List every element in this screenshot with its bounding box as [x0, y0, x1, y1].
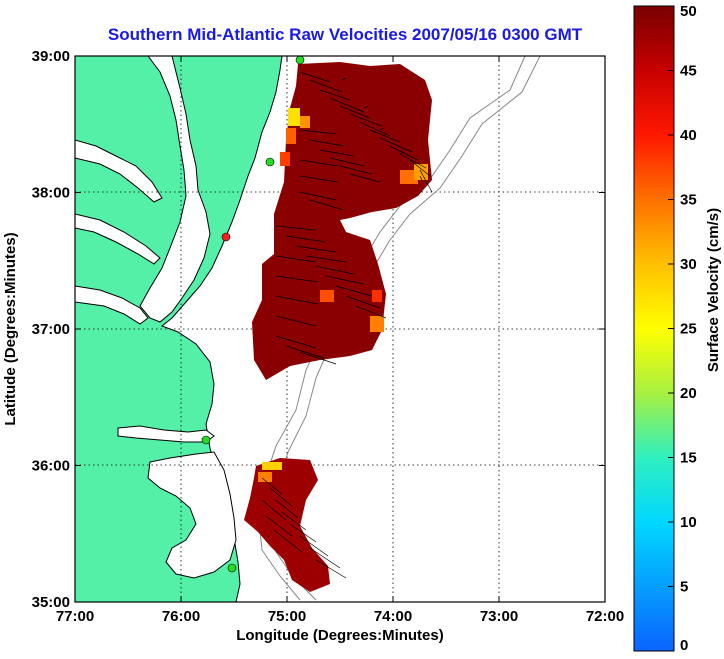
station-marker — [265, 157, 275, 167]
y-axis-ticks: 39:00 38:00 37:00 36:00 35:00 — [32, 48, 605, 611]
x-tick-label: 76:00 — [162, 608, 200, 625]
colorbar-tick-label: 5 — [680, 579, 688, 596]
x-tick-label: 73:00 — [480, 608, 518, 625]
colorbar-tick-label: 25 — [680, 321, 697, 338]
radar-stations — [201, 56, 305, 573]
colorbar-tick-label: 35 — [680, 192, 697, 209]
potomac-river — [75, 139, 163, 203]
velocity-vectors — [261, 71, 433, 579]
colorbar-tick-label: 40 — [680, 127, 697, 144]
chesapeake-bay — [139, 56, 211, 323]
x-tick-label: 77:00 — [56, 608, 94, 625]
y-tick-label: 37:00 — [32, 321, 70, 338]
y-axis-label: Latitude (Degrees:Minutes) — [2, 232, 19, 425]
y-tick-label: 36:00 — [32, 458, 70, 475]
colorbar-tick-label: 20 — [680, 385, 697, 402]
map-title: Southern Mid-Atlantic Raw Velocities 200… — [108, 25, 583, 44]
colorbar-tick-label: 45 — [680, 63, 697, 80]
x-tick-label: 74:00 — [374, 608, 412, 625]
station-marker — [221, 232, 231, 242]
map-area — [75, 56, 605, 602]
x-axis-ticks: 77:00 76:00 75:00 74:00 73:00 72:00 — [56, 56, 624, 625]
colorbar-tick-label: 15 — [680, 450, 697, 467]
colorbar — [633, 5, 675, 652]
colorbar-tick-label: 30 — [680, 256, 697, 273]
x-axis-label: Longitude (Degrees:Minutes) — [236, 627, 444, 644]
y-tick-label: 39:00 — [32, 48, 70, 65]
pamlico-sound — [147, 451, 237, 579]
colorbar-label: Surface Velocity (cm/s) — [705, 208, 722, 372]
x-tick-label: 75:00 — [268, 608, 306, 625]
colorbar-tick-label: 50 — [680, 3, 697, 20]
rappahannock-river — [75, 213, 161, 265]
station-marker — [201, 435, 211, 445]
station-marker — [295, 56, 305, 65]
colorbar-tick-label: 0 — [680, 637, 688, 654]
station-marker — [227, 563, 237, 573]
y-tick-label: 35:00 — [32, 594, 70, 611]
colorbar-tick-label: 10 — [680, 514, 697, 531]
velocity-field — [244, 62, 432, 592]
y-tick-label: 38:00 — [32, 185, 70, 202]
x-tick-label: 72:00 — [586, 608, 624, 625]
james-river — [75, 285, 149, 325]
